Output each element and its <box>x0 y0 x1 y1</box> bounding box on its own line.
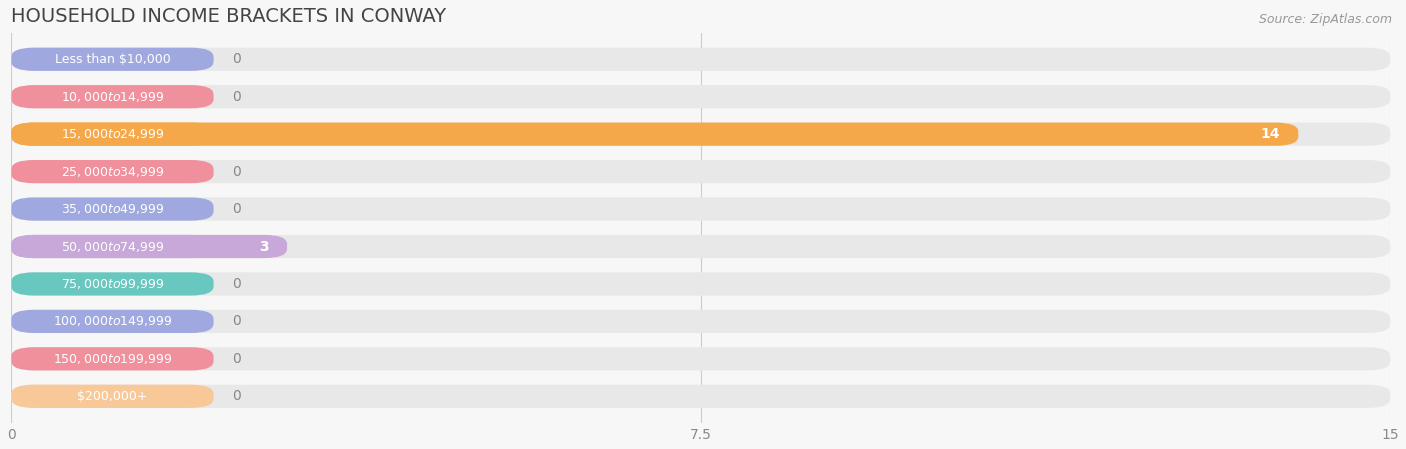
FancyBboxPatch shape <box>11 160 1391 183</box>
FancyBboxPatch shape <box>11 273 1391 295</box>
FancyBboxPatch shape <box>11 160 214 183</box>
FancyBboxPatch shape <box>11 48 1391 71</box>
Text: 0: 0 <box>232 314 240 328</box>
FancyBboxPatch shape <box>11 310 1391 333</box>
Text: $35,000 to $49,999: $35,000 to $49,999 <box>60 202 165 216</box>
Text: Less than $10,000: Less than $10,000 <box>55 53 170 66</box>
FancyBboxPatch shape <box>11 198 214 220</box>
Text: 0: 0 <box>232 90 240 104</box>
Text: $100,000 to $149,999: $100,000 to $149,999 <box>53 314 172 328</box>
Text: 0: 0 <box>232 389 240 403</box>
FancyBboxPatch shape <box>11 235 287 258</box>
Text: $200,000+: $200,000+ <box>77 390 148 403</box>
Text: 3: 3 <box>259 239 269 254</box>
Text: HOUSEHOLD INCOME BRACKETS IN CONWAY: HOUSEHOLD INCOME BRACKETS IN CONWAY <box>11 7 447 26</box>
FancyBboxPatch shape <box>11 273 214 295</box>
Text: $25,000 to $34,999: $25,000 to $34,999 <box>60 165 165 179</box>
FancyBboxPatch shape <box>11 347 1391 370</box>
Text: $15,000 to $24,999: $15,000 to $24,999 <box>60 127 165 141</box>
Text: $50,000 to $74,999: $50,000 to $74,999 <box>60 239 165 254</box>
Text: Source: ZipAtlas.com: Source: ZipAtlas.com <box>1258 13 1392 26</box>
FancyBboxPatch shape <box>11 347 214 370</box>
FancyBboxPatch shape <box>11 385 214 408</box>
Text: $75,000 to $99,999: $75,000 to $99,999 <box>60 277 165 291</box>
Text: 0: 0 <box>232 352 240 366</box>
Text: 14: 14 <box>1260 127 1279 141</box>
FancyBboxPatch shape <box>11 235 1391 258</box>
Text: $150,000 to $199,999: $150,000 to $199,999 <box>53 352 172 366</box>
Text: 0: 0 <box>232 277 240 291</box>
Text: 0: 0 <box>232 165 240 179</box>
FancyBboxPatch shape <box>11 85 1391 108</box>
FancyBboxPatch shape <box>11 198 1391 220</box>
FancyBboxPatch shape <box>11 310 214 333</box>
FancyBboxPatch shape <box>11 85 214 108</box>
FancyBboxPatch shape <box>11 123 1391 146</box>
Text: 0: 0 <box>232 52 240 66</box>
FancyBboxPatch shape <box>11 123 1298 146</box>
FancyBboxPatch shape <box>11 48 214 71</box>
FancyBboxPatch shape <box>11 385 1391 408</box>
FancyBboxPatch shape <box>11 123 214 146</box>
Text: $10,000 to $14,999: $10,000 to $14,999 <box>60 90 165 104</box>
FancyBboxPatch shape <box>11 235 214 258</box>
Text: 0: 0 <box>232 202 240 216</box>
